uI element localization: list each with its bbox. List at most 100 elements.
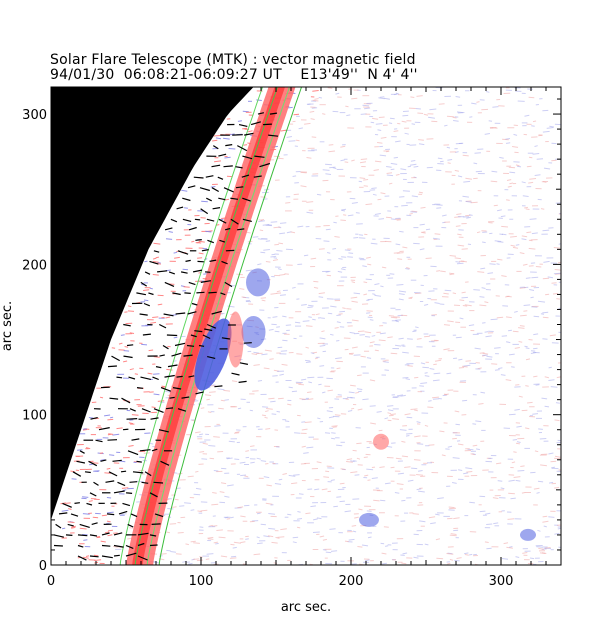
noise-stroke [479,352,485,354]
vector-arrow [169,396,175,399]
x-axis-label: arc sec. [281,600,331,615]
noise-stroke [556,376,561,379]
vector-arrow [191,302,198,306]
noise-stroke [428,400,432,402]
noise-stroke [347,256,353,258]
noise-stroke [454,410,460,413]
noise-stroke [395,173,400,176]
noise-stroke [100,459,105,461]
noise-stroke [414,376,419,379]
noise-stroke [469,214,473,216]
noise-stroke [318,296,324,298]
noise-stroke [191,240,195,243]
vector-arrow [164,281,175,287]
noise-stroke [444,289,452,292]
noise-stroke [532,153,540,155]
noise-stroke [453,517,460,520]
noise-stroke [520,314,527,317]
noise-stroke [298,493,304,495]
noise-stroke [329,528,336,530]
noise-stroke [350,296,358,299]
vector-arrow [230,218,239,225]
noise-stroke [311,136,317,138]
noise-stroke [273,257,278,259]
noise-stroke [276,250,283,252]
noise-stroke [447,162,451,164]
noise-stroke [155,256,159,259]
axis-ticks [50,87,562,566]
noise-stroke [344,540,349,543]
noise-stroke [410,408,418,410]
noise-stroke [518,341,523,343]
noise-stroke [240,515,246,518]
vector-arrow [243,342,252,344]
noise-stroke [323,476,330,478]
noise-stroke [272,375,278,377]
noise-stroke [68,508,72,510]
noise-stroke [397,122,401,125]
noise-stroke [307,376,315,379]
noise-stroke [397,258,403,260]
noise-stroke [209,457,215,460]
vector-arrow [162,344,169,350]
noise-stroke [533,315,540,318]
noise-stroke [443,324,450,326]
noise-stroke [122,489,127,492]
noise-stroke [525,358,531,361]
noise-stroke [392,418,400,420]
noise-stroke [303,254,309,257]
noise-stroke [510,235,517,238]
noise-stroke [201,458,208,460]
noise-stroke [523,310,528,312]
noise-stroke [280,528,287,531]
noise-stroke [414,409,418,412]
noise-stroke [166,531,171,534]
noise-stroke [334,236,340,238]
noise-stroke [440,270,446,273]
noise-stroke [207,536,214,539]
vector-arrow [113,532,123,536]
noise-stroke [547,276,554,279]
noise-stroke [242,110,249,113]
noise-stroke [401,204,408,207]
vector-arrow [183,354,193,357]
noise-stroke [104,414,111,417]
noise-stroke [292,541,297,544]
vector-arrow [194,330,203,333]
noise-stroke [71,525,76,528]
noise-stroke [118,342,123,345]
noise-stroke [432,396,439,399]
noise-stroke [240,474,247,477]
noise-stroke [143,289,150,291]
noise-stroke [260,523,266,526]
noise-stroke [433,363,437,366]
noise-stroke [406,416,413,419]
noise-stroke [301,378,307,381]
noise-stroke [237,407,242,410]
vector-arrow [185,259,191,262]
noise-stroke [374,160,382,163]
noise-stroke [200,217,206,219]
noise-stroke [279,273,286,276]
noise-stroke [508,329,512,332]
noise-stroke [336,444,343,447]
noise-stroke [446,115,454,118]
noise-stroke [356,442,362,445]
vector-arrow [148,292,154,296]
vector-arrow [223,165,233,168]
noise-stroke [277,536,285,538]
vector-arrow [79,450,85,454]
vector-arrow [170,218,178,223]
noise-stroke [301,428,308,431]
vector-arrow [200,280,211,283]
noise-stroke [443,292,449,295]
noise-stroke [525,277,531,279]
y-tick-label: 100 [22,409,47,424]
noise-stroke [278,157,284,160]
vector-arrow [144,471,152,477]
noise-stroke [508,546,513,548]
noise-stroke [341,209,346,212]
noise-stroke [277,397,284,400]
noise-stroke [169,523,177,525]
noise-stroke [384,482,391,485]
